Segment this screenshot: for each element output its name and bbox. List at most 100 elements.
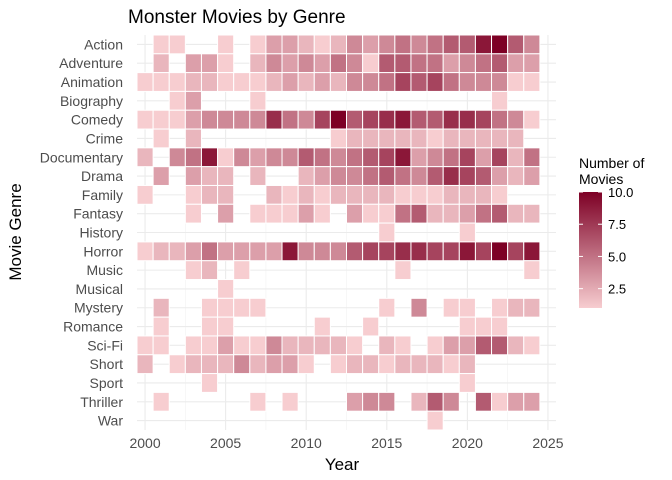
heatmap-cell <box>329 335 347 356</box>
heatmap-cell <box>265 72 283 92</box>
heatmap-cell <box>507 166 525 186</box>
heatmap-cell <box>458 166 476 186</box>
x-axis-label: Year <box>325 455 360 474</box>
heatmap-cell <box>410 241 428 262</box>
heatmap-cell <box>184 166 202 186</box>
x-tick-label: 2010 <box>291 435 322 451</box>
heatmap-cell <box>313 109 331 130</box>
heatmap-cell <box>217 166 235 186</box>
heatmap-cell <box>362 109 380 130</box>
heatmap-cell <box>200 260 219 281</box>
legend-tick-label: 10.0 <box>608 185 633 200</box>
heatmap-cell <box>265 53 283 74</box>
y-tick-label: Thriller <box>80 394 123 410</box>
heatmap-cell <box>394 53 412 74</box>
heatmap-cell <box>394 72 412 92</box>
legend-colorbar <box>579 192 602 308</box>
heatmap-cell <box>410 203 428 224</box>
heatmap-cell <box>168 147 186 168</box>
heatmap-cell <box>200 297 219 318</box>
legend-tick-label: 5.0 <box>608 249 626 264</box>
heatmap-cell <box>507 297 525 318</box>
heatmap-cell <box>281 184 299 205</box>
heatmap-cell <box>217 354 235 375</box>
heatmap-cell <box>507 72 525 92</box>
heatmap-cell <box>217 147 235 168</box>
heatmap-cell <box>378 184 396 205</box>
heatmap-cell <box>233 147 251 168</box>
heatmap-cell <box>523 147 541 168</box>
y-tick-label: Mystery <box>74 300 123 316</box>
x-tick-label: 2020 <box>452 435 483 451</box>
y-tick-label: Action <box>84 36 123 52</box>
heatmap-cell <box>313 34 331 55</box>
heatmap-cell <box>426 147 444 168</box>
heatmap-cell <box>491 203 509 224</box>
heatmap-cell <box>136 354 154 375</box>
heatmap-cell <box>474 203 493 224</box>
heatmap-cell <box>249 335 267 356</box>
heatmap-cell <box>362 166 380 186</box>
heatmap-cell <box>217 297 235 318</box>
heatmap-cell <box>410 53 428 74</box>
x-tick-label: 2025 <box>532 435 563 451</box>
heatmap-cell <box>346 335 364 356</box>
heatmap-cell <box>474 316 493 337</box>
heatmap-cell <box>474 147 493 168</box>
heatmap-cell <box>458 222 476 243</box>
heatmap-cell <box>249 241 267 262</box>
heatmap-cell <box>217 72 235 92</box>
heatmap-cell <box>184 260 202 281</box>
heatmap-cell <box>233 297 251 318</box>
heatmap-cell <box>329 166 347 186</box>
heatmap-cell <box>378 241 396 262</box>
heatmap-cell <box>281 241 299 262</box>
heatmap-cell <box>458 34 476 55</box>
heatmap-cell <box>136 72 154 92</box>
x-tick-label: 2015 <box>371 435 402 451</box>
heatmap-cell <box>313 184 331 205</box>
heatmap-cell <box>297 34 315 55</box>
heatmap-cell <box>426 354 444 375</box>
heatmap-cell <box>249 297 267 318</box>
heatmap-cell <box>410 128 428 149</box>
heatmap-cell <box>249 147 267 168</box>
heatmap-cell <box>378 147 396 168</box>
heatmap-cell <box>152 335 170 356</box>
y-tick-label: Fantasy <box>73 206 123 222</box>
heatmap-cell <box>346 203 364 224</box>
heatmap-cell <box>426 72 444 92</box>
heatmap-cell <box>297 203 315 224</box>
y-axis-label: Movie Genre <box>6 183 25 280</box>
heatmap-cell <box>233 72 251 92</box>
heatmap-cell <box>313 53 331 74</box>
heatmap-cell <box>136 184 154 205</box>
heatmap-cell <box>378 166 396 186</box>
heatmap-cell <box>362 34 380 55</box>
heatmap-cell <box>442 391 460 412</box>
heatmap-cell <box>474 72 493 92</box>
heatmap-cell <box>184 203 202 224</box>
heatmap-cell <box>523 34 541 55</box>
heatmap-cell <box>233 109 251 130</box>
heatmap-cell <box>426 128 444 149</box>
heatmap-cell <box>297 335 315 356</box>
heatmap-cell <box>217 53 235 74</box>
heatmap-cell <box>442 53 460 74</box>
heatmap-cell <box>297 147 315 168</box>
heatmap-cell <box>378 72 396 92</box>
heatmap-cell <box>442 354 460 375</box>
heatmap-cell <box>184 90 202 111</box>
heatmap-cell <box>233 241 251 262</box>
heatmap-cell <box>265 354 283 375</box>
heatmap-cell <box>442 241 460 262</box>
heatmap-cell <box>442 109 460 130</box>
y-tick-label: Drama <box>81 168 123 184</box>
heatmap-cell <box>152 34 170 55</box>
chart-title: Monster Movies by Genre <box>128 7 346 28</box>
heatmap-cell <box>378 335 396 356</box>
heatmap-cell <box>168 354 186 375</box>
heatmap-cell <box>378 109 396 130</box>
heatmap-cell <box>233 260 251 281</box>
